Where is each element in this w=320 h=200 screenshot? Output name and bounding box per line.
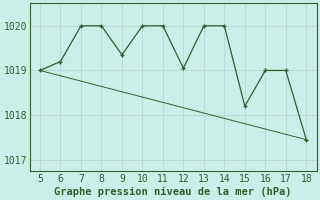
X-axis label: Graphe pression niveau de la mer (hPa): Graphe pression niveau de la mer (hPa) xyxy=(54,186,292,197)
